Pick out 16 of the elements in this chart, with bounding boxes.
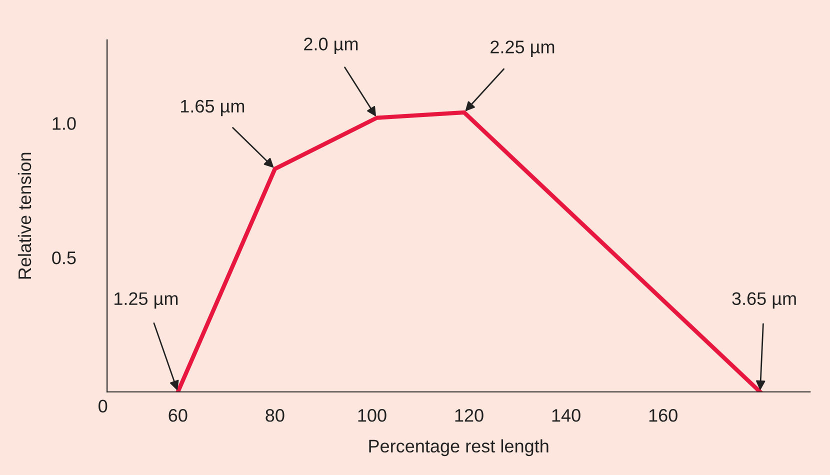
annotation: 3.65 µm bbox=[732, 292, 796, 309]
x-axis-title: Percentage rest length bbox=[369, 439, 548, 456]
annotation: 1.25 µm bbox=[114, 292, 178, 309]
y-tick-label: 1.0 bbox=[52, 117, 76, 130]
x-tick-label: 140 bbox=[552, 409, 580, 422]
y-axis-title: Relative tension bbox=[18, 152, 32, 279]
x-tick-label: 100 bbox=[358, 409, 386, 422]
annotation: 2.25 µm bbox=[490, 40, 554, 57]
annotation: 2.0 µm bbox=[304, 38, 358, 54]
x-tick-label: 120 bbox=[455, 409, 484, 422]
x-tick-label: 60 bbox=[168, 409, 188, 422]
text: 0 bbox=[98, 400, 108, 413]
annotation: 1.65 µm bbox=[181, 100, 244, 116]
y-tick-label: 0.5 bbox=[52, 251, 76, 264]
x-tick-label: 80 bbox=[266, 409, 284, 422]
x-tick-label: 160 bbox=[649, 409, 678, 422]
